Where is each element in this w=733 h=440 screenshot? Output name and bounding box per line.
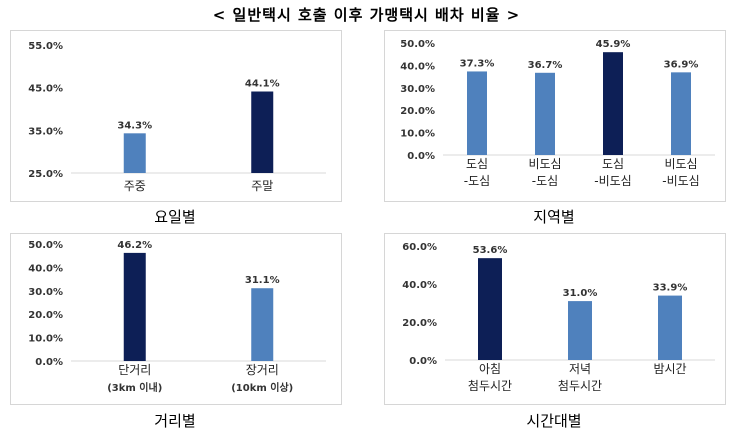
y-tick-label: 30.0% [400, 84, 435, 95]
y-tick-label: 55.0% [28, 41, 63, 52]
data-label: 36.7% [528, 60, 563, 71]
bar [478, 258, 502, 360]
y-tick-label: 25.0% [28, 169, 63, 180]
main-title: < 일반택시 호출 이후 가맹택시 배차 비율 > [212, 6, 521, 24]
y-tick-label: 0.0% [35, 357, 63, 368]
y-tick-label: 40.0% [28, 263, 63, 274]
y-tick-label: 50.0% [28, 240, 63, 251]
category-label: 주말 [251, 179, 273, 193]
data-label: 46.2% [117, 240, 152, 251]
data-label: 45.9% [596, 39, 631, 50]
bar [467, 71, 487, 155]
y-tick-label: 10.0% [28, 334, 63, 345]
category-label: 단거리 [118, 363, 151, 377]
category-label: -비도심 [594, 174, 631, 188]
y-tick-label: 20.0% [402, 318, 437, 329]
bar [658, 295, 682, 360]
category-label: 주중 [124, 179, 146, 193]
y-tick-label: 0.0% [409, 356, 437, 367]
category-label: 저녁 [569, 362, 591, 376]
data-label: 53.6% [473, 245, 508, 256]
data-label: 33.9% [653, 283, 688, 294]
y-tick-label: 45.0% [28, 84, 63, 95]
caption-distance: 거리별 [154, 412, 196, 430]
caption-timeofday: 시간대별 [526, 412, 582, 430]
category-label: -도심 [532, 174, 558, 188]
category-label: 도심 [466, 157, 488, 171]
bar [123, 133, 146, 173]
y-tick-label: 60.0% [402, 242, 437, 253]
panel-distance: 0.0% 10.0% 20.0% 30.0% 40.0% 50.0% 46.2% 단거리 (3k… [10, 233, 342, 405]
data-label: 36.9% [664, 59, 699, 70]
bar [603, 52, 623, 155]
bar [251, 91, 274, 173]
y-tick-label: 20.0% [400, 106, 435, 117]
y-tick-label: 10.0% [400, 129, 435, 140]
chart-distance: 0.0% 10.0% 20.0% 30.0% 40.0% 50.0% 46.2% 단거리 (3k… [28, 240, 326, 394]
category-label: 첨두시간 [468, 379, 512, 393]
y-tick-label: 35.0% [28, 126, 63, 137]
y-tick-label: 20.0% [28, 310, 63, 321]
chart-weekday: 25.0% 35.0% 45.0% 55.0% 34.3% 주중 44.1% 주말 [28, 41, 326, 193]
y-tick-label: 30.0% [28, 287, 63, 298]
data-label: 34.3% [117, 120, 152, 131]
panel-weekday: 25.0% 35.0% 45.0% 55.0% 34.3% 주중 44.1% 주말 [10, 30, 342, 202]
caption-weekday: 요일별 [154, 208, 196, 226]
data-label: 44.1% [245, 79, 280, 90]
category-label: -도심 [464, 174, 490, 188]
bar [123, 252, 146, 361]
category-label: 아침 [479, 362, 501, 376]
data-label: 37.3% [460, 58, 495, 69]
bar [671, 72, 691, 155]
category-label: 밤시간 [653, 362, 686, 376]
chart-region: 0.0% 10.0% 20.0% 30.0% 40.0% 50.0% 37.3% 도심 -도심 3… [400, 39, 715, 188]
y-tick-label: 40.0% [402, 280, 437, 291]
bar [535, 72, 555, 155]
panel-region: 0.0% 10.0% 20.0% 30.0% 40.0% 50.0% 37.3% 도심 -도심 3… [384, 30, 726, 202]
category-label: (10km 이상) [231, 381, 293, 394]
bar [251, 288, 274, 361]
category-label: 비도심 [528, 157, 561, 171]
category-label: 도심 [602, 157, 624, 171]
y-tick-label: 0.0% [407, 151, 435, 162]
y-tick-label: 40.0% [400, 61, 435, 72]
category-label: 첨두시간 [558, 379, 602, 393]
category-label: -비도심 [662, 174, 699, 188]
y-tick-label: 50.0% [400, 39, 435, 50]
data-label: 31.1% [245, 275, 280, 286]
caption-region: 지역별 [533, 208, 575, 226]
data-label: 31.0% [563, 288, 598, 299]
category-label: (3km 이내) [107, 381, 162, 394]
bar [568, 301, 592, 360]
category-label: 장거리 [246, 363, 279, 377]
category-label: 비도심 [664, 157, 697, 171]
